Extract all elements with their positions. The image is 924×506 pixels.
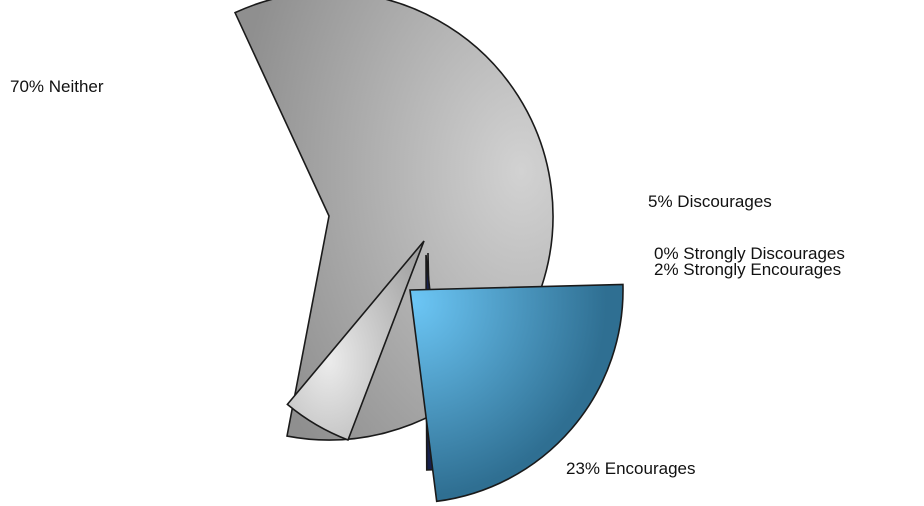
pie-slice-encourages: [409, 283, 624, 503]
label-neither: 70% Neither: [10, 77, 104, 96]
label-strongly-discourages: 0% Strongly Discourages: [654, 244, 845, 263]
pie-slice-discourages: [286, 240, 425, 442]
label-discourages: 5% Discourages: [648, 192, 772, 211]
label-encourages: 23% Encourages: [566, 459, 695, 478]
label-strongly-encourages: 2% Strongly Encourages: [654, 260, 841, 279]
